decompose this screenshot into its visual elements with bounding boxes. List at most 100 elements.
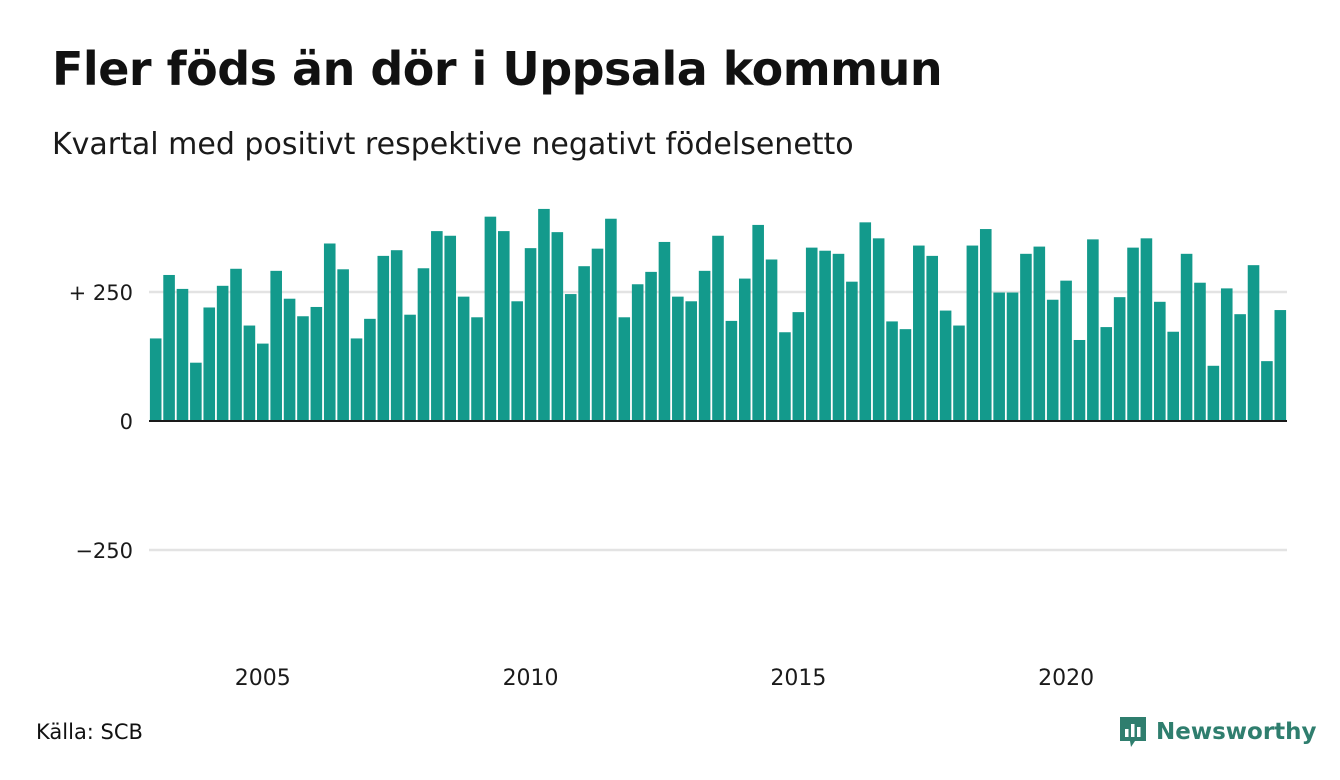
bar <box>1060 280 1072 421</box>
bar <box>1113 297 1126 421</box>
bars <box>149 208 1287 421</box>
bar <box>323 243 336 421</box>
bar <box>993 292 1005 421</box>
bar <box>497 231 510 421</box>
bar <box>1274 310 1287 421</box>
bar <box>1073 339 1086 421</box>
bar <box>364 318 376 421</box>
bar <box>658 241 671 421</box>
bar <box>645 271 657 421</box>
bar-chart-speech-bubble-icon <box>1120 717 1146 747</box>
bar <box>899 329 912 421</box>
bar <box>672 296 684 421</box>
bar <box>551 232 564 421</box>
y-tick-label: −250 <box>75 539 133 563</box>
bar <box>203 307 216 421</box>
bar <box>1247 265 1260 421</box>
bar <box>819 250 831 421</box>
bar <box>752 224 764 421</box>
bar <box>1087 239 1099 421</box>
bar <box>390 250 403 421</box>
bar <box>524 248 537 421</box>
bar <box>872 238 885 421</box>
bar <box>1046 299 1059 421</box>
bar <box>792 312 805 421</box>
bar <box>1020 253 1032 421</box>
bar <box>564 294 577 421</box>
bar <box>832 253 845 421</box>
bar <box>953 325 965 421</box>
bar <box>404 314 416 421</box>
bar <box>538 208 550 421</box>
bar <box>1100 327 1113 421</box>
bar <box>230 268 242 421</box>
source-note: Källa: SCB <box>36 720 143 744</box>
chart-title: Fler föds än dör i Uppsala kommun <box>52 42 943 96</box>
bar <box>685 301 698 421</box>
bar <box>1006 292 1019 421</box>
bar <box>765 259 778 421</box>
bar <box>431 231 443 421</box>
bar <box>457 296 470 421</box>
bar <box>591 248 604 421</box>
x-tick-label: 2015 <box>770 666 826 691</box>
bar <box>1194 282 1206 421</box>
bar <box>618 317 631 421</box>
bar <box>939 310 952 421</box>
bar <box>1220 288 1233 421</box>
bar <box>913 245 925 421</box>
bar <box>1033 246 1046 421</box>
bar <box>1127 247 1139 421</box>
bar <box>631 284 644 421</box>
bar <box>190 362 202 421</box>
brand[interactable]: Newsworthy <box>1118 715 1317 749</box>
bar <box>243 325 256 421</box>
bar <box>297 316 309 421</box>
x-tick-label: 2010 <box>503 666 559 691</box>
bar <box>712 235 724 421</box>
bar <box>176 288 189 421</box>
bar <box>310 306 323 421</box>
bar-chart: + 250 0 −250 2005 2010 2015 2020 <box>69 208 1287 691</box>
bar <box>484 216 497 421</box>
bar <box>444 235 457 421</box>
bar <box>1234 314 1246 421</box>
bar <box>886 321 898 421</box>
bar <box>1207 365 1220 421</box>
bar <box>725 320 738 421</box>
bar <box>805 247 818 421</box>
bar <box>1180 253 1193 421</box>
bar <box>738 278 751 421</box>
bar <box>283 298 296 421</box>
x-tick-label: 2005 <box>235 666 291 691</box>
bar <box>377 255 390 421</box>
bar <box>926 255 939 421</box>
x-tick-label: 2020 <box>1038 666 1094 691</box>
chart-subtitle: Kvartal med positivt respektive negativt… <box>52 127 854 162</box>
bar <box>1167 331 1179 421</box>
bar <box>846 281 858 421</box>
bar <box>698 270 711 421</box>
bar <box>1261 361 1273 421</box>
bar <box>216 285 229 421</box>
axes: + 250 0 −250 2005 2010 2015 2020 <box>69 281 1287 691</box>
y-tick-label: 0 <box>120 410 133 434</box>
bar <box>337 269 349 421</box>
bar <box>979 229 992 421</box>
brand-name: Newsworthy <box>1156 719 1317 745</box>
bar <box>270 270 282 421</box>
bar <box>578 266 590 421</box>
bar <box>149 338 162 421</box>
y-tick-label: + 250 <box>69 281 133 305</box>
bar <box>1140 238 1153 421</box>
bar <box>605 218 617 421</box>
bar <box>257 343 269 421</box>
bar <box>511 301 523 421</box>
bar <box>966 245 979 421</box>
bar <box>859 222 872 421</box>
bar <box>417 268 430 421</box>
bar <box>779 332 791 421</box>
bar <box>350 338 363 421</box>
bar <box>1154 301 1166 421</box>
bar <box>163 274 175 421</box>
